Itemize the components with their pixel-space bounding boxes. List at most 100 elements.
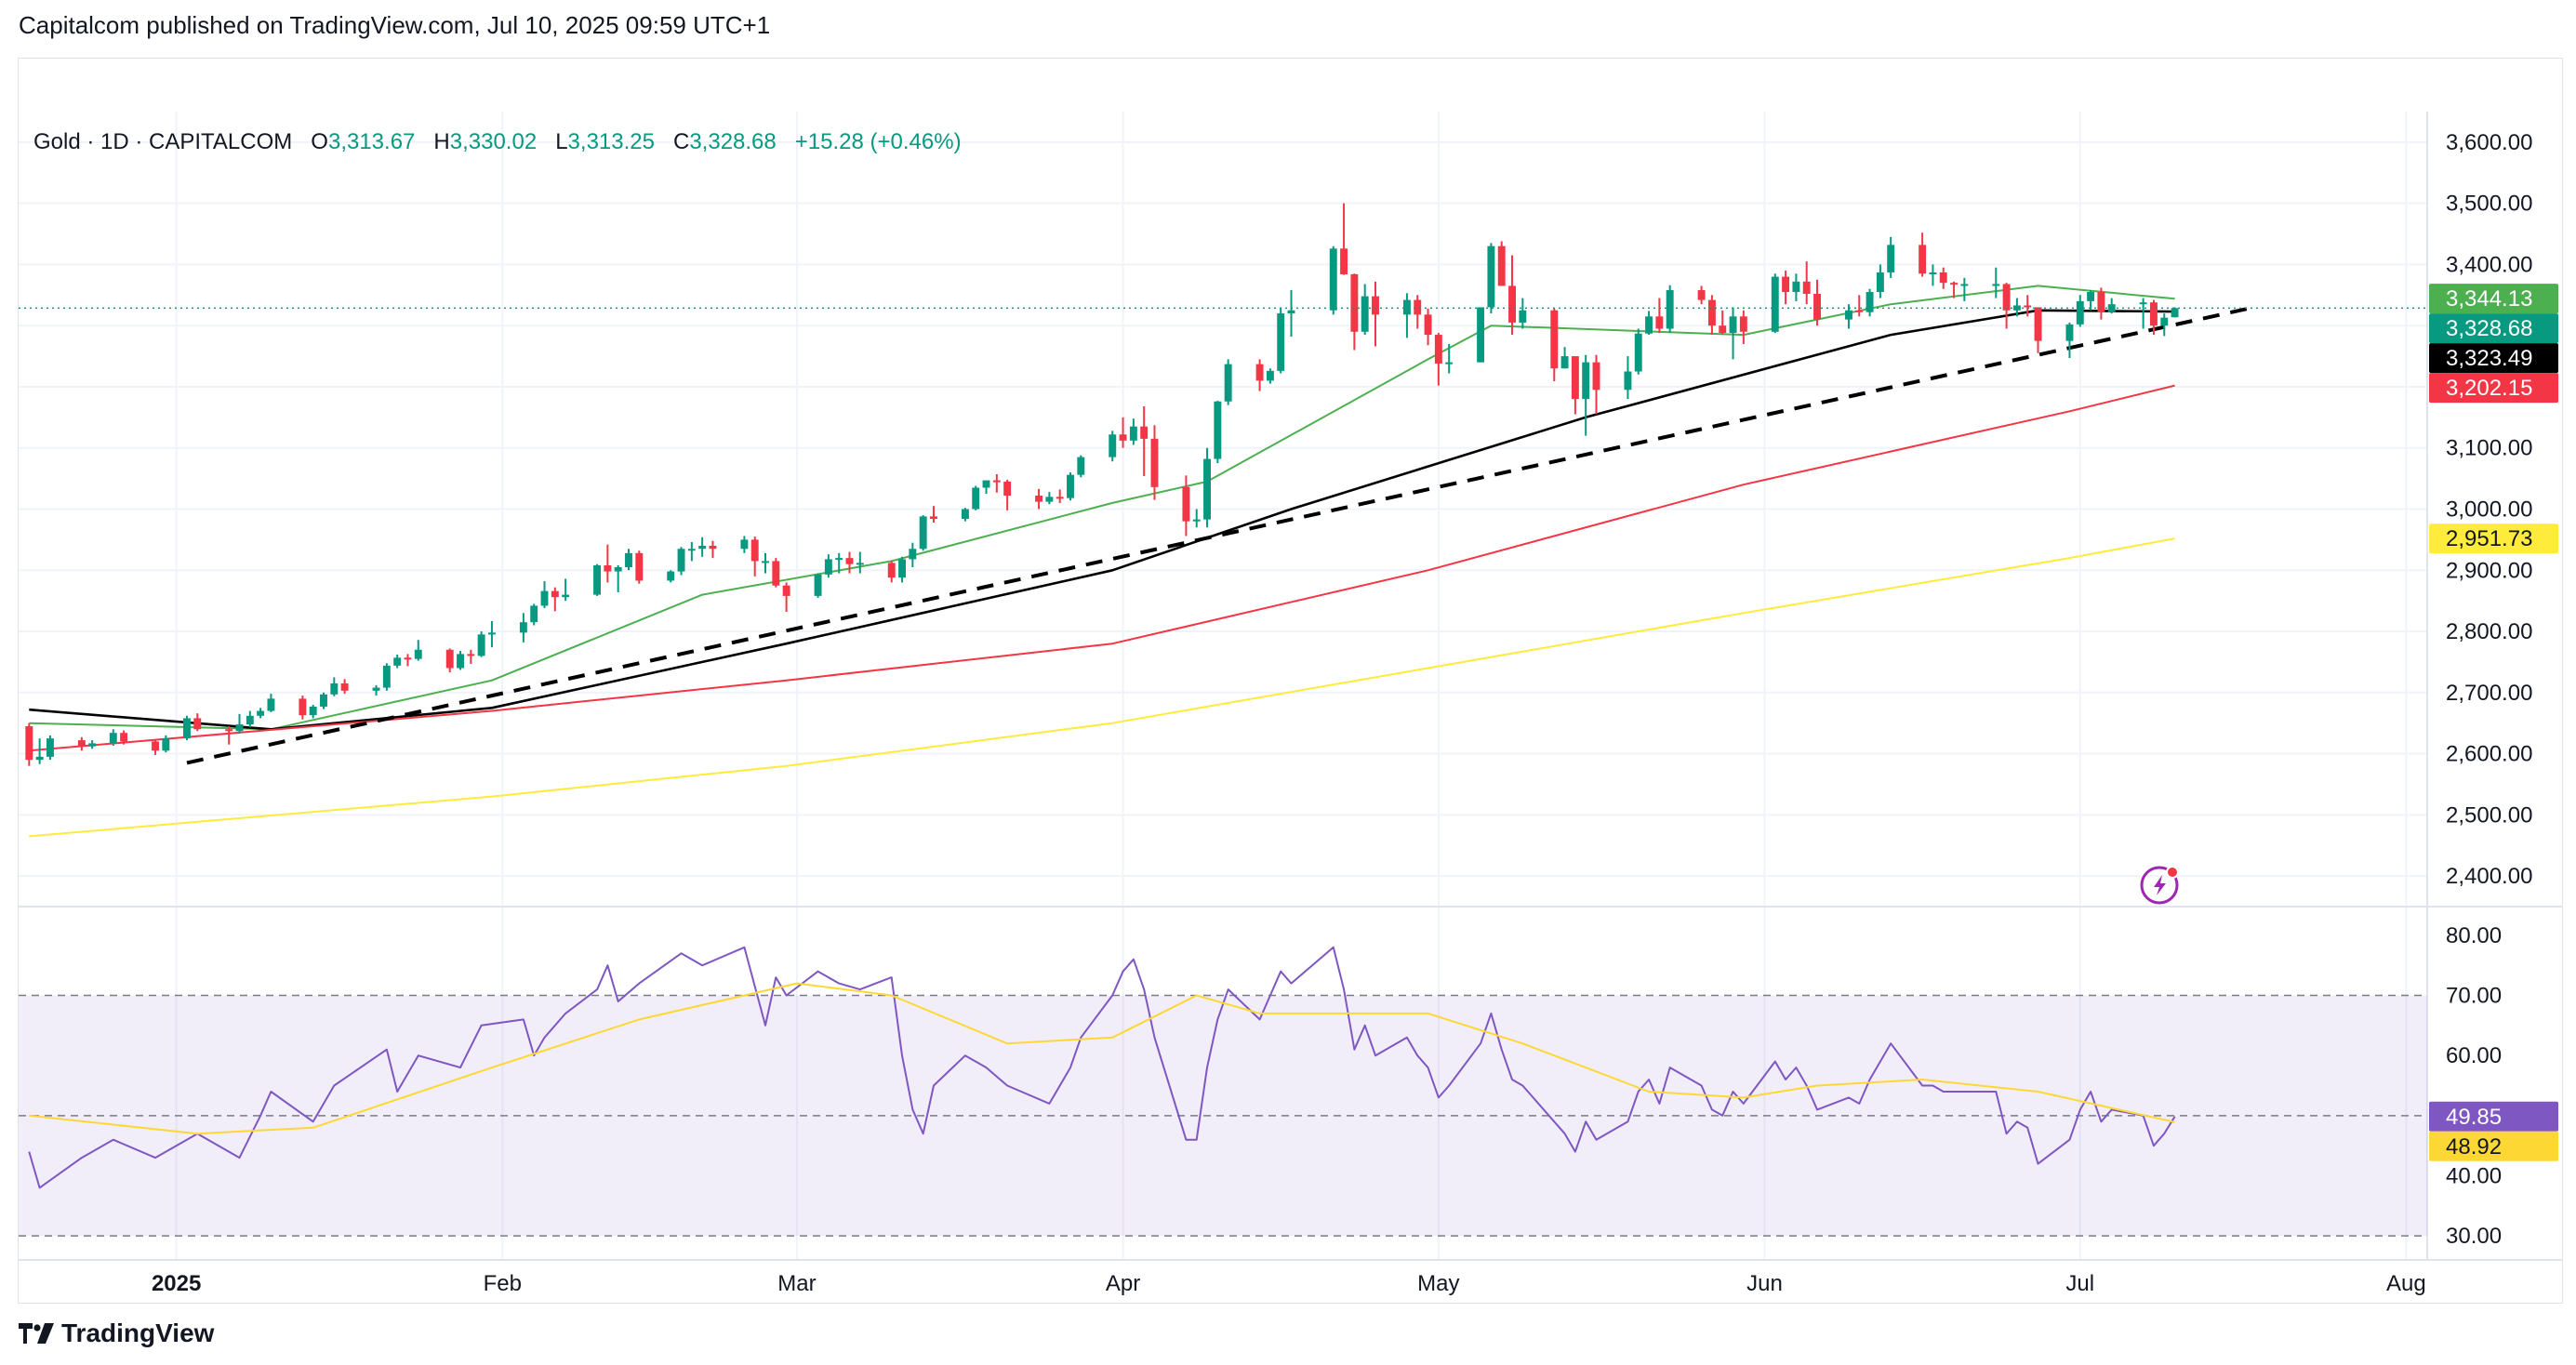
price-tick-label: 2,600.00	[2446, 742, 2532, 767]
candle-body	[1992, 284, 2000, 286]
candle-body	[320, 694, 327, 707]
candle-body	[1550, 310, 1559, 369]
candle-body	[1624, 371, 1632, 391]
rsi-plot-group	[28, 946, 2176, 1189]
candle-body	[2076, 300, 2084, 325]
candle-body	[1255, 364, 1264, 381]
candle-body	[25, 725, 33, 761]
candle-body	[1792, 281, 1800, 293]
candle-body	[1592, 362, 1600, 391]
candle-body	[299, 698, 307, 716]
candle-body	[1056, 497, 1064, 499]
candle-body	[1109, 434, 1117, 457]
candle-body	[1361, 296, 1369, 332]
candle-body	[372, 687, 380, 691]
price-tick-label: 3,100.00	[2446, 436, 2532, 461]
candle-body	[382, 665, 391, 688]
candle-body	[2002, 284, 2011, 311]
time-tick-label: Aug	[2386, 1271, 2426, 1296]
candle-body	[762, 561, 769, 563]
candle-body	[1497, 245, 1506, 286]
candle-body	[1077, 457, 1085, 475]
price-tick-label: 3,000.00	[2446, 497, 2532, 523]
legend-high-label: H	[433, 129, 450, 154]
candle-body	[2139, 302, 2147, 305]
lightning-icon[interactable]	[2140, 866, 2179, 905]
candle-body	[109, 733, 117, 744]
price-tag: 3,202.15	[2446, 376, 2532, 401]
candle-body	[1802, 281, 1811, 294]
candle-body	[1119, 434, 1127, 441]
candle-body	[1855, 310, 1864, 312]
candle-body	[750, 539, 759, 562]
candle-body	[1939, 272, 1947, 284]
price-tick-label: 3,400.00	[2446, 252, 2532, 277]
candle-body	[1192, 519, 1201, 522]
candle-body	[35, 756, 44, 761]
candle-body	[1287, 310, 1295, 314]
candle-body	[709, 545, 717, 550]
candle-body	[235, 724, 244, 732]
candle-body	[1067, 474, 1074, 498]
candle-body	[257, 710, 265, 716]
candle-body	[193, 718, 202, 730]
candle-body	[2065, 324, 2074, 341]
candle-body	[1340, 248, 1348, 274]
candle-body	[814, 574, 822, 596]
price-tag-bg	[2429, 373, 2558, 404]
candle-body	[1203, 458, 1211, 520]
candle-body	[982, 480, 990, 488]
candle-body	[1519, 310, 1527, 323]
candle-body	[2160, 317, 2169, 326]
rsi-value-tag: 49.85	[2446, 1105, 2502, 1130]
candle-body	[1329, 248, 1337, 311]
price-tick-label: 3,600.00	[2446, 130, 2532, 155]
candle-body	[1140, 426, 1149, 439]
candle-body	[2171, 308, 2179, 318]
rsi-tick-label: 70.00	[2446, 984, 2502, 1009]
legend-symbol[interactable]: Gold · 1D · CAPITALCOM	[33, 129, 293, 154]
candle-body	[1876, 272, 1884, 293]
candle-body	[772, 561, 780, 586]
price-tag: 3,344.13	[2446, 286, 2532, 311]
series-trendline	[186, 306, 2250, 765]
candle-body	[1844, 310, 1852, 320]
candle-body	[614, 566, 622, 572]
time-tick-label: 2025	[152, 1271, 201, 1296]
candle-body	[1582, 362, 1590, 400]
candle-body	[593, 565, 602, 595]
candle-body	[1402, 299, 1411, 315]
rsi-value-tag-bg	[2429, 1101, 2558, 1132]
candle-body	[414, 649, 422, 659]
series-sma50	[29, 309, 2175, 731]
candle-body	[1266, 370, 1274, 381]
candle-body	[562, 594, 570, 598]
candle-body	[1666, 290, 1674, 329]
candle-body	[530, 605, 538, 623]
candle-body	[1277, 313, 1285, 371]
price-tag-bg	[2429, 313, 2558, 344]
candle-body	[393, 657, 402, 666]
candle-body	[1487, 245, 1495, 308]
candle-body	[120, 733, 128, 742]
candle-body	[992, 480, 1001, 483]
time-tick-label: Jul	[2065, 1271, 2094, 1296]
legend-change: +15.28 (+0.46%)	[794, 129, 962, 154]
candle-body	[845, 558, 854, 564]
candle-body	[919, 516, 927, 550]
lightning-icon-bolt	[2154, 875, 2166, 895]
price-tick-label: 2,500.00	[2446, 802, 2532, 828]
candle-body	[856, 563, 864, 565]
tradingview-logo[interactable]: TradingView	[19, 1319, 214, 1348]
candle-body	[225, 729, 233, 732]
candle-body	[1035, 496, 1043, 502]
candle-body	[1560, 356, 1569, 369]
candle-body	[477, 634, 485, 656]
candle-body	[2087, 292, 2095, 301]
legend-open: 3,313.67	[327, 129, 416, 154]
candle-body	[1929, 272, 1937, 274]
candle-body	[824, 559, 832, 575]
candle-body	[1729, 316, 1737, 334]
rsi-value-tag-bg	[2429, 1131, 2558, 1161]
